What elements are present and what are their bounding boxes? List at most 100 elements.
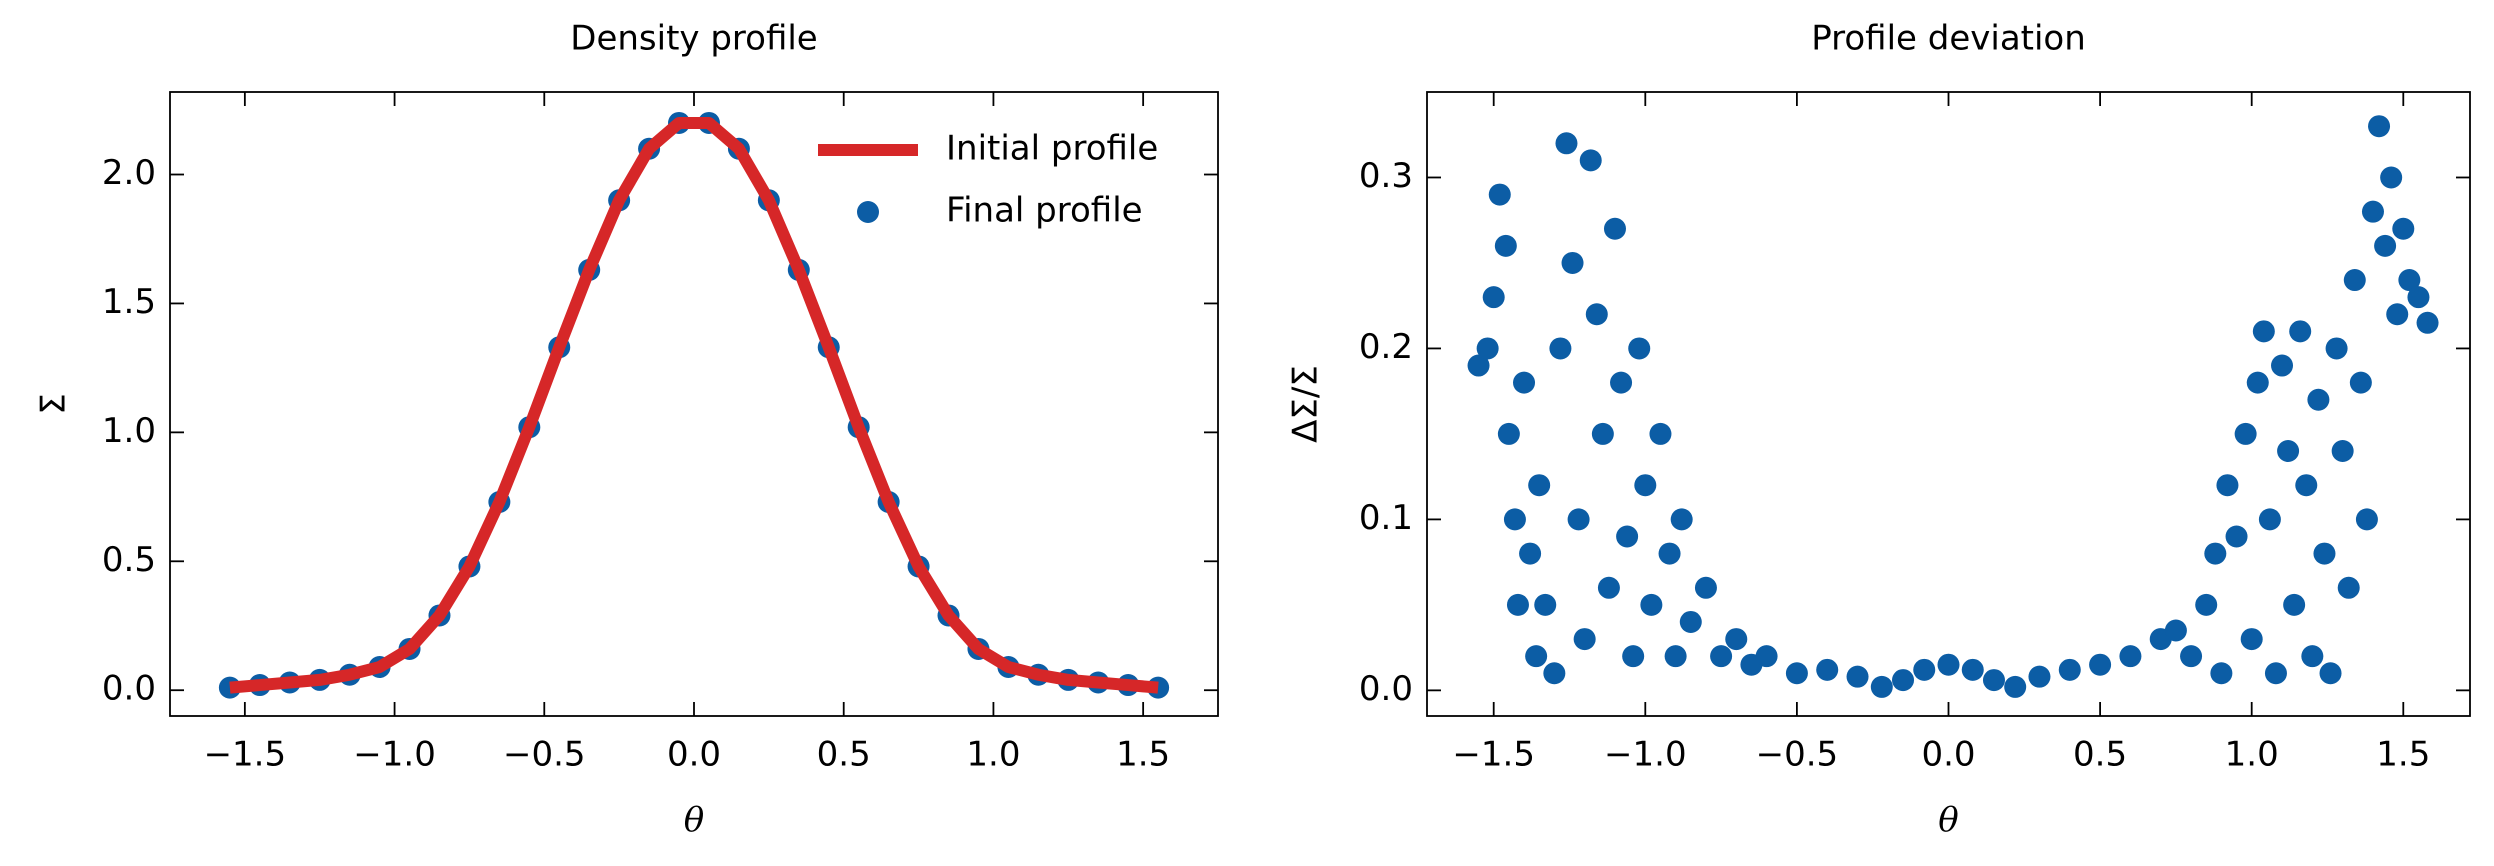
point (2225, 525, 2248, 548)
x-tick-label: −1.0 (1604, 735, 1687, 775)
point (1494, 234, 1517, 257)
point (1710, 645, 1733, 668)
subplot: Density profile θ Σ −1.5 −1.0 −0.5 0.0 0.5 1.0 1.… (34, 19, 1219, 840)
point (1658, 542, 1681, 565)
point (2028, 665, 2051, 688)
y-tick-label: 0.0 (1359, 669, 1413, 709)
axes-frame (1426, 91, 2471, 717)
point (2004, 675, 2027, 698)
point (1555, 132, 1578, 155)
point (1755, 645, 1778, 668)
x-tick-label: −0.5 (503, 735, 586, 775)
point (2216, 474, 2239, 497)
point (2195, 593, 2218, 616)
point (2301, 645, 2324, 668)
point (2398, 269, 2421, 292)
point (1549, 337, 1572, 360)
subplot: Profile deviation θ ΔΣ/Σ −1.5 −1.0 −0.5 0.0 0.5… (1286, 19, 2471, 840)
chart-title: Density profile (570, 19, 817, 59)
point (2283, 593, 2306, 616)
point (2289, 320, 2312, 343)
point (2240, 628, 2263, 651)
point (1670, 508, 1693, 531)
point (1640, 593, 1663, 616)
point (2349, 371, 2372, 394)
point (2258, 508, 2281, 531)
point (2407, 286, 2430, 309)
point (1534, 593, 1557, 616)
point (2164, 619, 2187, 642)
plot-area (218, 111, 1170, 699)
point (1982, 669, 2005, 692)
point (1622, 645, 1645, 668)
legend-marker (857, 201, 879, 223)
point (2355, 508, 2378, 531)
point (1579, 149, 1602, 172)
x-tick-label: 1.0 (966, 735, 1020, 775)
point (1610, 371, 1633, 394)
point (1694, 576, 1717, 599)
y-tick-label: 0.5 (102, 540, 156, 580)
x-tick-label: 0.5 (2073, 735, 2127, 775)
y-axis-label: Σ (34, 393, 74, 414)
x-tick-label: 1.0 (2225, 735, 2279, 775)
point (1664, 645, 1687, 668)
x-tick-label: −1.0 (353, 735, 436, 775)
point (2361, 200, 2384, 223)
point (1725, 628, 1748, 651)
y-tick-label: 0.0 (102, 669, 156, 709)
point (1519, 542, 1542, 565)
point (1634, 474, 1657, 497)
x-axis-label: θ (684, 800, 704, 840)
point (1561, 251, 1584, 274)
point (2210, 662, 2233, 685)
point (1961, 658, 1984, 681)
point (1497, 422, 1520, 445)
point (2325, 337, 2348, 360)
point (1585, 303, 1608, 326)
point (1467, 354, 1490, 377)
point (2380, 166, 2403, 189)
point (1937, 653, 1960, 676)
axes-frame (169, 91, 1219, 717)
point (1506, 593, 1529, 616)
point (1679, 610, 1702, 633)
point (2343, 269, 2366, 292)
point (1649, 422, 1672, 445)
point (2089, 653, 2112, 676)
point (2264, 662, 2287, 685)
point (2204, 542, 2227, 565)
point (1628, 337, 1651, 360)
point (2295, 474, 2318, 497)
point (1846, 665, 1869, 688)
point (2337, 576, 2360, 599)
y-tick-label: 2.0 (102, 153, 156, 193)
point (2313, 542, 2336, 565)
point (1573, 628, 1596, 651)
point (2252, 320, 2275, 343)
point (1525, 645, 1548, 668)
point (2180, 645, 2203, 668)
point (2368, 115, 2391, 138)
y-tick-label: 1.0 (102, 411, 156, 451)
point (1591, 422, 1614, 445)
chart-title: Profile deviation (1811, 19, 2086, 59)
legend-label: Final profile (946, 191, 1143, 231)
point (2374, 234, 2397, 257)
point (2058, 658, 2081, 681)
point (2277, 440, 2300, 463)
x-axis-label: θ (1938, 800, 1958, 840)
x-tick-label: 1.5 (2376, 735, 2430, 775)
x-tick-label: −1.5 (204, 735, 287, 775)
x-tick-label: 0.0 (1921, 735, 1975, 775)
point (2271, 354, 2294, 377)
point (2307, 388, 2330, 411)
x-tick-label: −0.5 (1756, 735, 1839, 775)
point (1816, 658, 1839, 681)
y-tick-label: 0.1 (1359, 498, 1413, 538)
point (1913, 658, 1936, 681)
x-tick-label: 0.5 (817, 735, 871, 775)
point (2416, 311, 2439, 334)
point (1476, 337, 1499, 360)
